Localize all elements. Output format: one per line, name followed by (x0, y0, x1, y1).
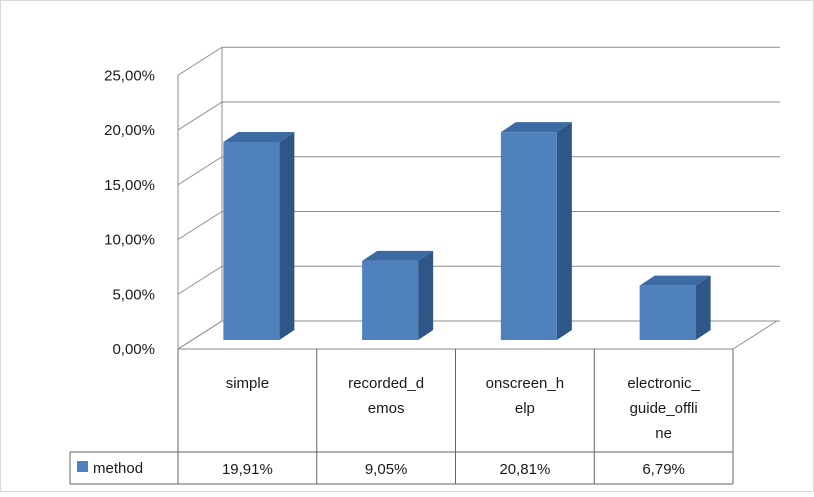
gridline-depth (177, 320, 223, 350)
category-label: simple (226, 375, 269, 392)
bar-side (279, 131, 295, 340)
bar-side (695, 275, 711, 340)
y-tick-label: 0,00% (112, 341, 155, 358)
bar-front (223, 141, 280, 340)
bar-top (362, 250, 434, 261)
bar-front (500, 132, 557, 340)
bar-top (639, 275, 711, 286)
gridline-depth (177, 265, 223, 295)
gridline-depth (177, 156, 223, 186)
y-tick-label: 15,00% (104, 177, 155, 194)
gridline-depth (177, 46, 223, 76)
bar (500, 122, 572, 341)
category-label: onscreen_h (486, 375, 564, 392)
category-label: emos (368, 400, 405, 417)
bar-top (500, 122, 572, 133)
category-label: guide_offli (630, 400, 698, 417)
bar-top (223, 131, 295, 142)
data-table-value: 20,81% (499, 461, 550, 478)
gridline-depth (177, 211, 223, 240)
category-label: electronic_ (627, 375, 700, 392)
data-table-value: 6,79% (642, 461, 685, 478)
bar (223, 131, 295, 340)
legend-label: method (93, 460, 143, 477)
y-tick-label: 10,00% (104, 232, 155, 249)
category-label: elp (515, 400, 535, 417)
category-label: ne (655, 425, 672, 442)
bar-side (556, 122, 572, 341)
category-label: recorded_d (348, 375, 424, 392)
bar (639, 275, 711, 340)
data-table-value: 19,91% (222, 461, 273, 478)
bar (362, 250, 434, 340)
floor-right-edge (732, 320, 778, 350)
bar-front (639, 285, 696, 340)
bar-front (362, 260, 419, 340)
bars-layer (223, 122, 711, 341)
y-tick-label: 20,00% (104, 122, 155, 139)
bar-side (418, 250, 434, 340)
y-tick-label: 25,00% (104, 67, 155, 84)
y-tick-label: 5,00% (112, 286, 155, 303)
legend-key (77, 461, 88, 472)
data-table-value: 9,05% (365, 461, 408, 478)
axis-layer: 0,00% 5,00% 10,00% 15,00% 20,00% 25,00% (104, 67, 155, 358)
gridline-depth (177, 101, 223, 131)
